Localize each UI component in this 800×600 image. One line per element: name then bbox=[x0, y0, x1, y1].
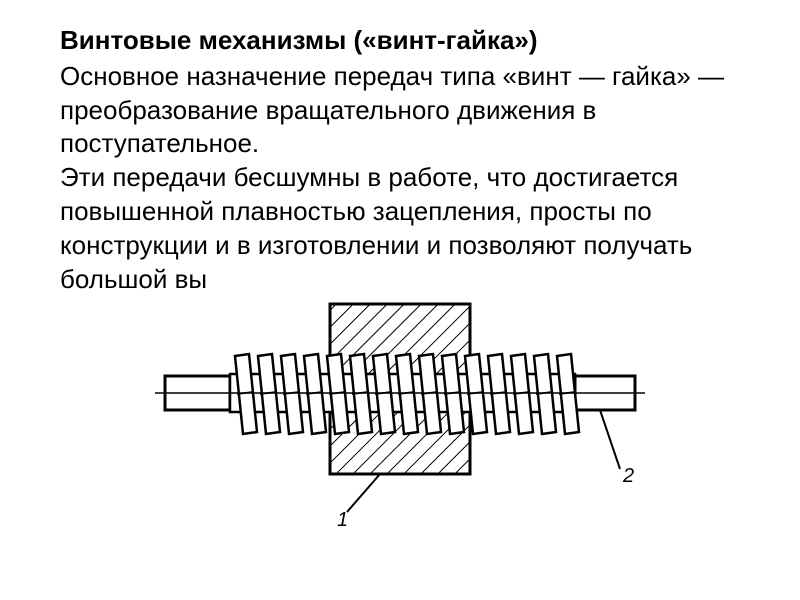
page-title: Винтовые механизмы («винт-гайка») bbox=[60, 24, 740, 58]
label-1: 1 bbox=[337, 509, 348, 531]
label-2: 2 bbox=[622, 465, 634, 487]
page: Винтовые механизмы («винт-гайка») Основн… bbox=[0, 0, 800, 534]
screw-nut-diagram: 1 2 bbox=[145, 274, 655, 534]
paragraph-1: Основное назначение передач типа «винт —… bbox=[60, 60, 740, 161]
screw-threads bbox=[230, 354, 579, 434]
